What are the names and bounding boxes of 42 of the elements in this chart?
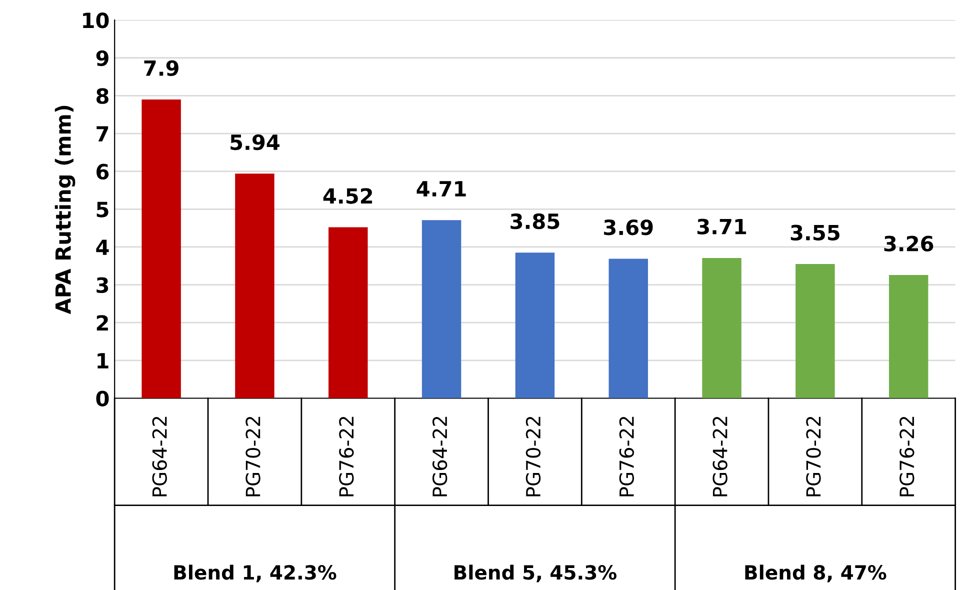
text: Blend 5, 45.3% [454,564,617,582]
x-tick-label: PG70-22 [246,416,260,496]
x-tick-label: PG76-22 [339,416,354,496]
bar [422,220,462,398]
data-label: 3.85 [510,213,560,230]
y-tick-label: 4 [96,240,109,255]
text: Blend 8, 47% [745,564,886,582]
y-tick-label: 7 [96,126,108,142]
bar [515,252,555,398]
y-tick-label: 0 [96,390,109,406]
data-label: 7.9 [144,60,178,76]
x-tick-label: PG64-22 [152,416,167,496]
data-label: 3.55 [790,224,840,241]
text: Blend 1, 42.3% [174,564,336,582]
bar [888,274,928,398]
data-label: 3.26 [884,236,934,252]
y-tick-label: 2 [96,315,108,331]
y-tick-label: 10 [83,12,109,28]
y-tick-label: 3 [96,277,108,294]
data-label: 4.71 [416,181,466,196]
data-label: 4.52 [323,188,372,204]
x-tick-label: PG76-22 [619,416,634,496]
x-tick-label: PG64-22 [432,416,448,496]
y-axis-title: APA Rutting (mm) [54,106,76,314]
data-label: 3.69 [604,219,653,236]
bar [328,227,368,398]
y-tick-label: 5 [96,202,108,218]
data-label: 3.71 [697,218,746,234]
x-tick-label: PG76-22 [900,416,914,496]
bar [702,258,742,398]
bar [796,264,835,398]
x-tick-label: PG70-22 [806,416,821,496]
y-tick-label: 1 [98,353,108,368]
y-tick-label: 8 [96,88,108,104]
y-tick-label: 6 [96,164,109,180]
bar [235,174,274,398]
y-tick-label: 9 [96,50,108,66]
bar [608,258,648,398]
x-tick-label: PG64-22 [712,416,728,496]
bar [142,99,181,398]
x-tick-label: PG70-22 [526,416,541,496]
data-label: 5.94 [230,134,280,150]
